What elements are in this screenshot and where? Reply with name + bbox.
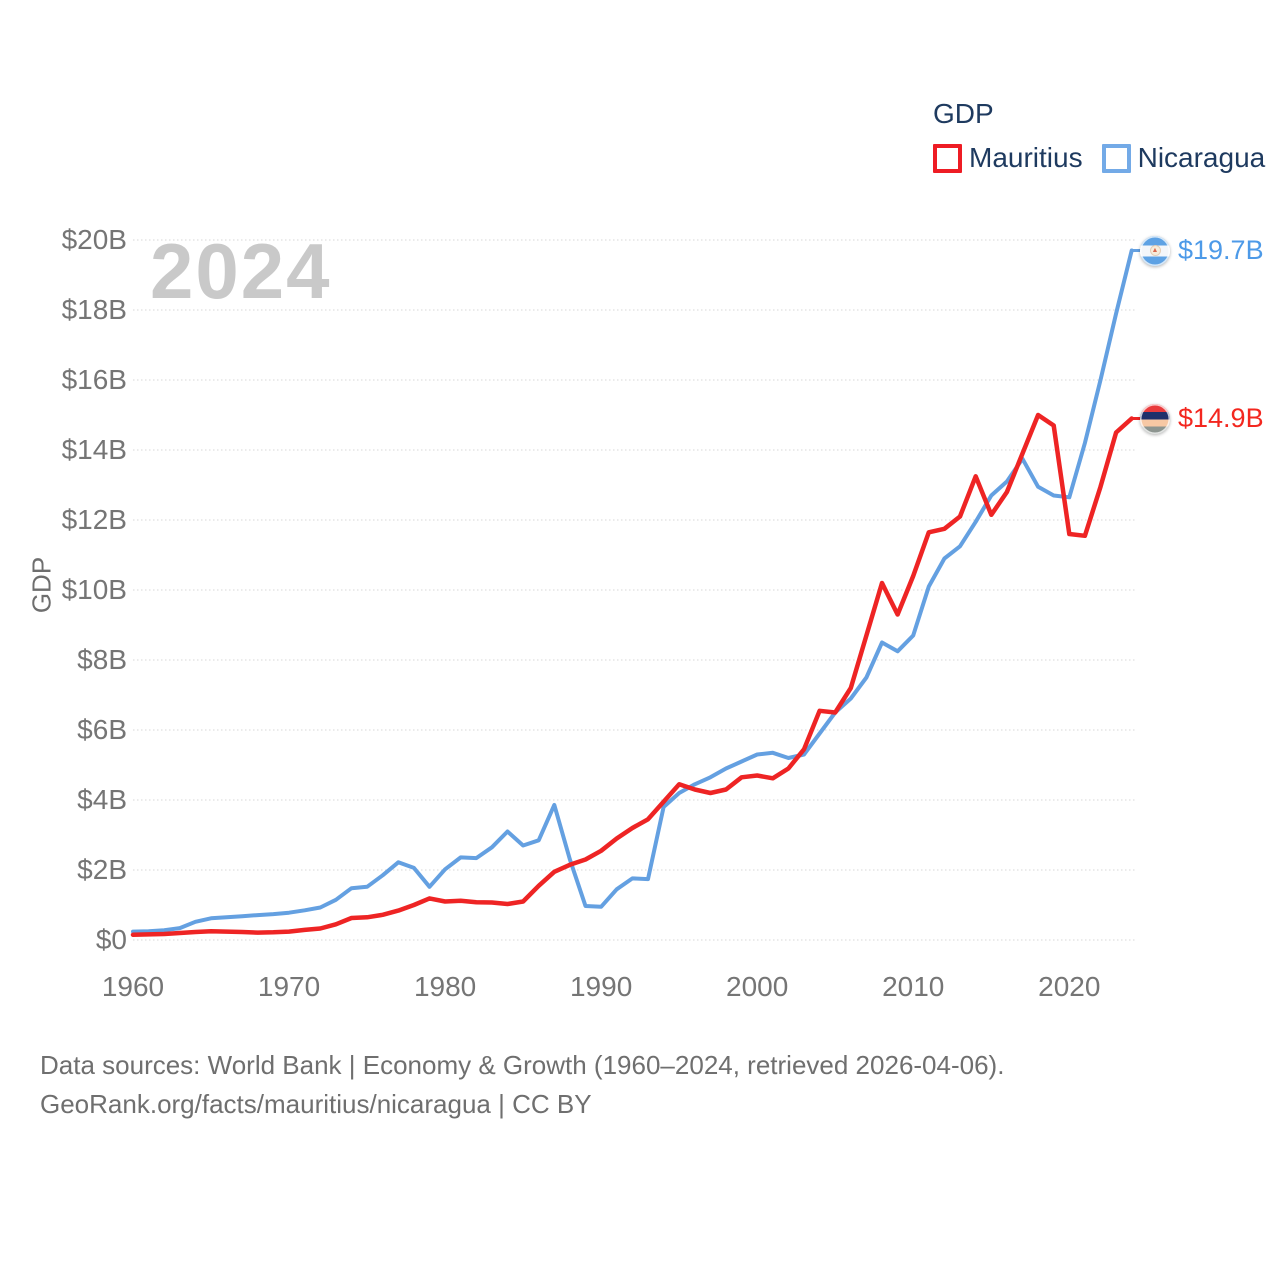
x-tick-label-1990: 1990 (569, 971, 633, 1002)
nicaragua-flag-icon: ▲ (1140, 235, 1170, 266)
mauritius-swatch-icon (933, 143, 962, 173)
mauritius-flag-icon (1140, 403, 1170, 434)
x-tick-label-1960: 1960 (101, 971, 165, 1002)
year-watermark: 2024 (150, 227, 332, 315)
footer-line-sources: Data sources: World Bank | Economy & Gro… (40, 1050, 1005, 1080)
legend-item-nicaragua[interactable]: Nicaragua (1101, 142, 1266, 174)
legend-row: Mauritius Nicaragua (933, 142, 1265, 174)
nicaragua-emblem-icon: ▲ (1149, 245, 1161, 256)
chart-legend: GDP Mauritius Nicaragua (933, 98, 1265, 174)
y-tick-label-12B: $12B (61, 504, 127, 535)
nicaragua-swatch-icon (1101, 143, 1131, 173)
footer-line-attribution: GeoRank.org/facts/mauritius/nicaragua | … (40, 1089, 592, 1119)
mauritius-line-series (130, 412, 1134, 938)
mauritius-end-value: $14.9B (1178, 403, 1264, 433)
y-tick-label-2B: $2B (77, 854, 127, 885)
y-tick-label-18B: $18B (61, 294, 127, 325)
y-tick-label-4B: $4B (77, 784, 127, 815)
x-tick-label-1980: 1980 (413, 971, 477, 1002)
y-tick-label-6B: $6B (77, 714, 127, 745)
x-tick-label-2020: 2020 (1038, 971, 1101, 1002)
y-tick-label-14B: $14B (61, 434, 127, 465)
x-tick-label-1970: 1970 (257, 971, 321, 1002)
legend-label-nicaragua: Nicaragua (1137, 142, 1266, 173)
y-tick-label-8B: $8B (77, 644, 127, 675)
nicaragua-end-label: ▲ $19.7B (1140, 235, 1264, 266)
nicaragua-end-value: $19.7B (1178, 235, 1264, 265)
data-source-footer: Data sources: World Bank | Economy & Gro… (40, 1046, 1004, 1124)
mauritius-end-label: $14.9B (1140, 403, 1264, 434)
y-tick-label-0: $0 (95, 924, 127, 955)
y-tick-label-16B: $16B (61, 364, 127, 395)
legend-item-mauritius[interactable]: Mauritius (933, 142, 1083, 174)
x-tick-label-2000: 2000 (726, 971, 789, 1002)
legend-label-mauritius: Mauritius (969, 142, 1083, 173)
x-tick-label-2010: 2010 (882, 971, 945, 1002)
y-tick-label-20B: $20B (61, 224, 127, 255)
y-tick-label-10B: $10B (61, 574, 127, 605)
legend-title: GDP (933, 98, 994, 129)
nicaragua-line-series (131, 248, 1134, 934)
